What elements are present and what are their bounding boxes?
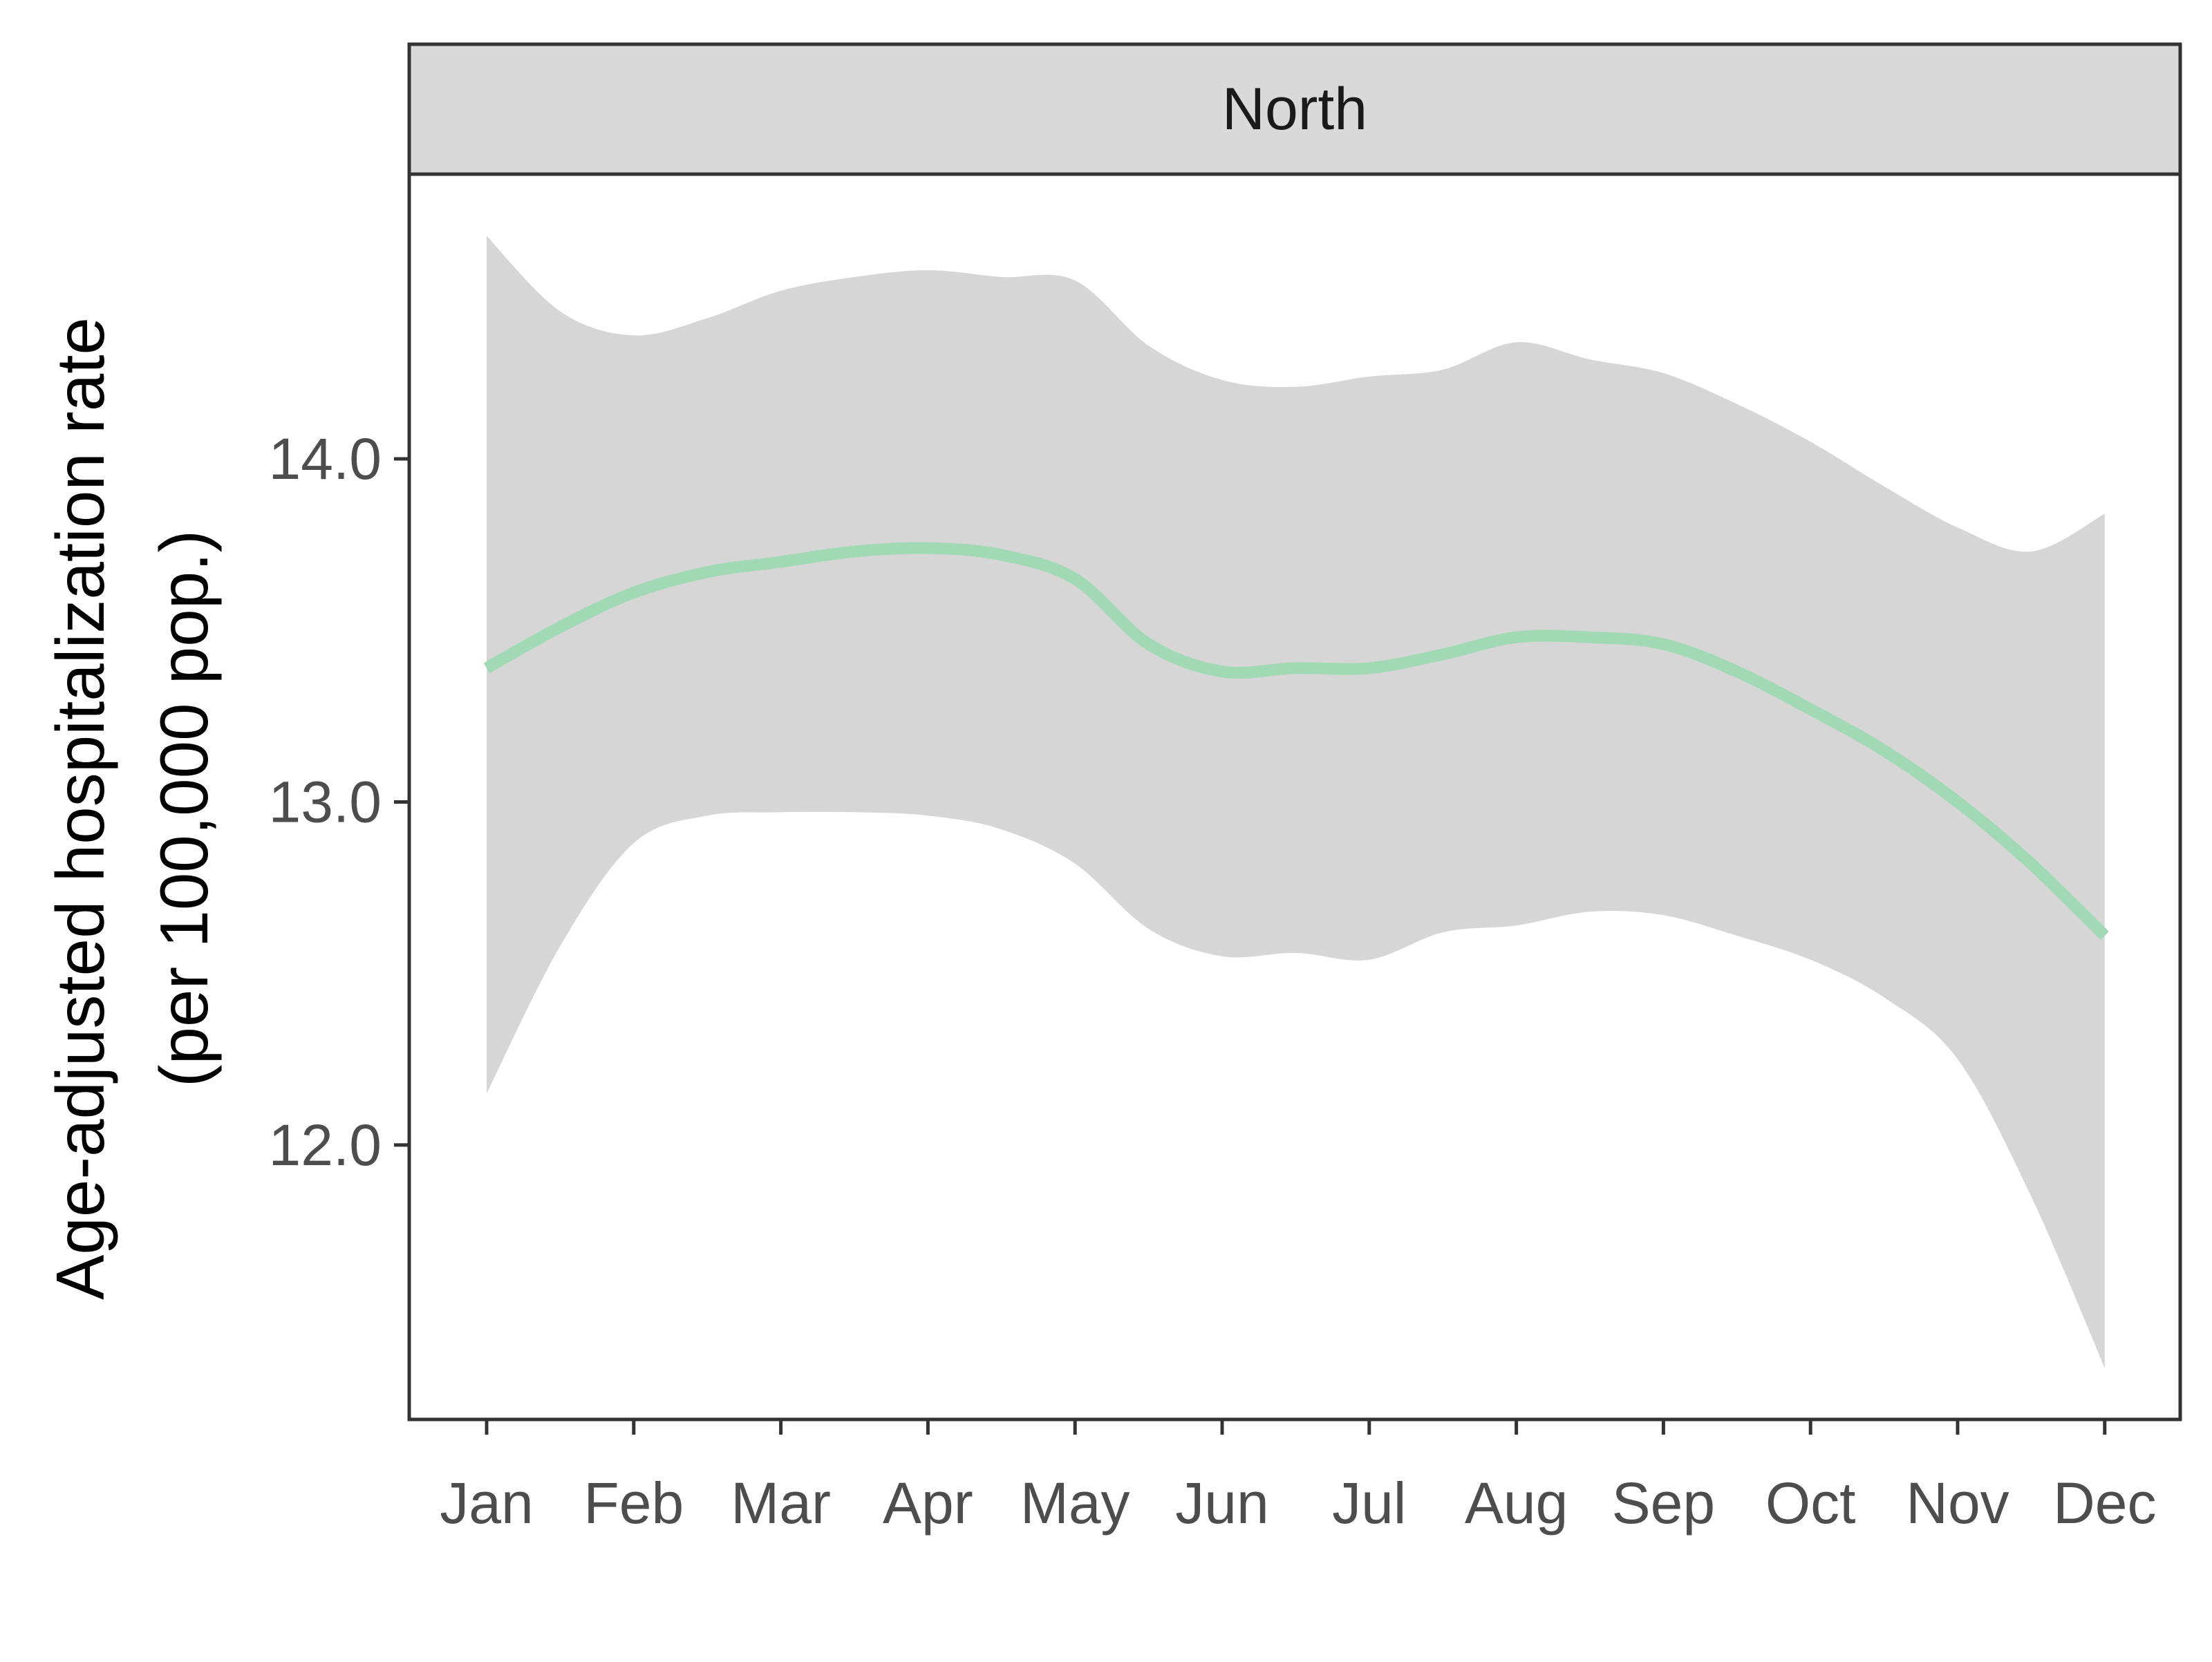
- x-tick-label: Jan: [440, 1471, 533, 1536]
- x-tick-label: Dec: [2053, 1471, 2156, 1536]
- x-tick-label: Mar: [731, 1471, 831, 1536]
- x-axis: Jan Feb Mar Apr May Jun Jul Aug Sep Oct Nov Dec: [440, 1419, 2156, 1536]
- x-tick-label: Jul: [1332, 1471, 1406, 1536]
- x-tick-label: Sep: [1612, 1471, 1715, 1536]
- y-tick-label: 13.0: [269, 769, 382, 834]
- series-line-fit: [483, 542, 2109, 941]
- x-tick-label: Aug: [1465, 1471, 1568, 1536]
- y-tick-label: 14.0: [269, 426, 382, 491]
- confidence-band-layer: [487, 236, 2105, 1368]
- x-tick-label: Nov: [1906, 1471, 2009, 1536]
- fit-line-layer: [483, 542, 2109, 941]
- x-tick-label: Jun: [1175, 1471, 1268, 1536]
- facet-strip: [407, 42, 2182, 176]
- x-tick-label: Apr: [883, 1471, 973, 1536]
- y-axis-title: Age-adjusted hospitalization rate (per 1…: [42, 317, 222, 1300]
- y-axis-title-line-1: Age-adjusted hospitalization rate: [42, 317, 118, 1300]
- x-tick-label: May: [1020, 1471, 1130, 1536]
- facet-strip-label: North: [1222, 76, 1367, 142]
- confidence-band: [487, 236, 2105, 1368]
- y-tick-label: 12.0: [269, 1113, 382, 1178]
- y-axis-title-line-2: (per 100,000 pop.): [146, 530, 222, 1087]
- x-tick-label: Oct: [1765, 1471, 1856, 1536]
- y-axis: 12.0 13.0 14.0: [269, 426, 409, 1178]
- x-tick-label: Feb: [583, 1471, 684, 1536]
